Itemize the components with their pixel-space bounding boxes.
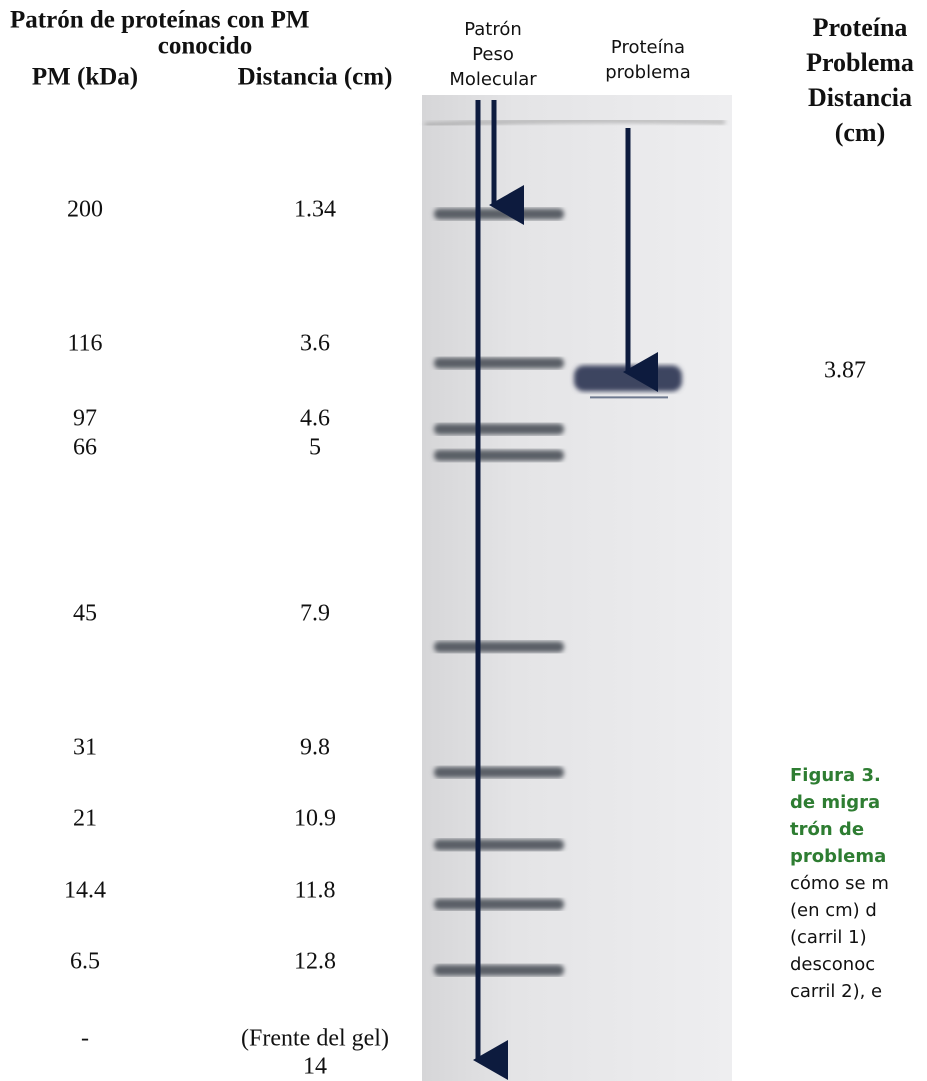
distance-cell: 14 xyxy=(303,1054,327,1080)
column-header: Distancia (cm) xyxy=(238,64,393,91)
caption-bold: trón de xyxy=(790,819,864,840)
note-cell: (Frente del gel) xyxy=(241,1026,389,1052)
pm-cell: 31 xyxy=(73,735,97,761)
ladder-band xyxy=(434,641,564,652)
lane-label: Peso xyxy=(472,44,514,65)
problem-distance: 3.87 xyxy=(824,358,866,384)
distance-cell: 11.8 xyxy=(294,878,335,904)
distance-cell: 4.6 xyxy=(300,406,330,432)
pm-cell: 116 xyxy=(67,331,102,357)
problem-header: (cm) xyxy=(835,118,886,147)
figure: Patrón de proteínas con PMconocido PM (kD… xyxy=(0,0,927,1081)
distance-cell: 12.8 xyxy=(294,949,336,975)
ladder-band xyxy=(434,839,564,850)
caption: carril 2), e xyxy=(790,981,882,1002)
ladder-band xyxy=(434,899,564,910)
pm-cell: 6.5 xyxy=(70,949,100,975)
column-header: PM (kDa) xyxy=(32,64,138,91)
problem-header: Problema xyxy=(806,48,914,77)
distance-cell: 9.8 xyxy=(300,735,330,761)
caption: (en cm) d xyxy=(790,900,877,921)
lane-label: problema xyxy=(605,62,691,83)
distance-cell: 7.9 xyxy=(300,601,330,627)
gel xyxy=(422,95,732,1081)
caption-bold: Figura 3. xyxy=(790,765,881,786)
caption-bold: de migra xyxy=(790,792,880,813)
ladder-band xyxy=(434,965,564,976)
pm-cell: 200 xyxy=(67,197,103,223)
lane-label: Patrón xyxy=(464,19,522,40)
distance-cell: 3.6 xyxy=(300,331,330,357)
ladder-band xyxy=(434,208,564,219)
pm-cell: 45 xyxy=(73,601,97,627)
caption: cómo se m xyxy=(790,873,889,894)
lane-label: Proteína xyxy=(611,37,685,58)
table-title: conocido xyxy=(158,33,252,60)
ladder-band xyxy=(434,424,564,435)
distance-cell: 5 xyxy=(309,435,321,461)
table-title: Patrón de proteínas con PM xyxy=(10,7,310,34)
ladder-band xyxy=(434,450,564,461)
pm-cell: 97 xyxy=(73,406,97,432)
problem-header: Distancia xyxy=(808,83,912,112)
caption: desconoc xyxy=(790,954,875,975)
distance-cell: 1.34 xyxy=(294,197,336,223)
ladder-band xyxy=(434,358,564,369)
caption: (carril 1) xyxy=(790,927,867,948)
distance-cell: 10.9 xyxy=(294,806,336,832)
ladder-band xyxy=(434,767,564,778)
problem-header: Proteína xyxy=(813,13,908,42)
lane-label: Molecular xyxy=(449,69,537,90)
pm-cell: 21 xyxy=(73,806,97,832)
pm-cell: 66 xyxy=(73,435,97,461)
caption-bold: problema xyxy=(790,846,886,867)
pm-cell: 14.4 xyxy=(64,878,106,904)
pm-cell: - xyxy=(81,1026,89,1052)
